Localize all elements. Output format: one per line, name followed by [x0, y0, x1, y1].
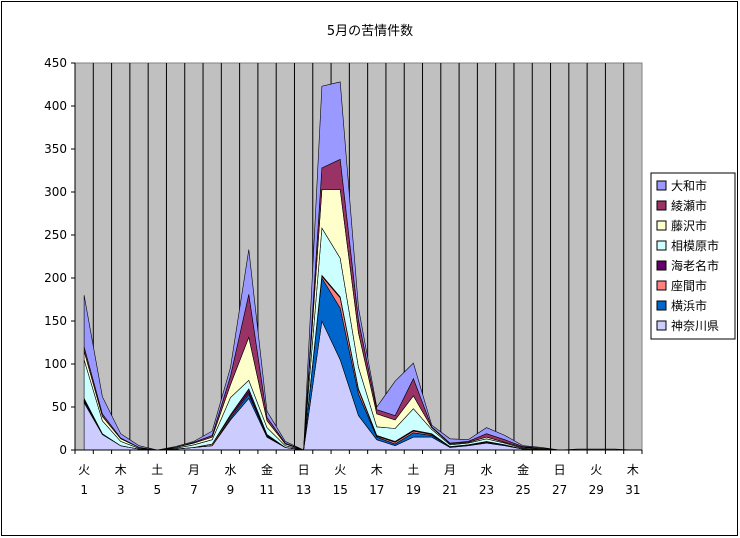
y-tick-label: 100: [44, 357, 67, 371]
legend-box: [650, 172, 736, 340]
y-axis-ticks: 0 50 100 150 200 250 300 350 400 450: [44, 56, 75, 457]
x-tick-weekday: 土: [407, 463, 419, 477]
y-tick-label: 250: [44, 228, 67, 242]
y-tick-label: 0: [59, 443, 67, 457]
x-tick-weekday: 水: [224, 463, 236, 477]
x-tick-date: 1: [80, 483, 88, 497]
legend-label: 藤沢市: [671, 218, 707, 233]
x-tick-date: 27: [552, 483, 567, 497]
legend-swatch: [656, 200, 667, 211]
x-tick-weekday: 木: [371, 463, 383, 477]
legend-label: 座間市: [671, 278, 707, 293]
legend-swatch: [656, 180, 667, 191]
x-tick-weekday: 木: [115, 463, 127, 477]
y-tick-label: 350: [44, 142, 67, 156]
x-tick-weekday: 日: [554, 463, 566, 477]
y-tick-label: 300: [44, 185, 67, 199]
x-tick-weekday: 木: [627, 463, 639, 477]
x-tick-date: 3: [117, 483, 125, 497]
x-tick-weekday: 金: [517, 462, 529, 477]
legend-swatch: [656, 220, 667, 231]
x-tick-weekday: 火: [590, 463, 602, 477]
x-tick-weekday: 日: [298, 463, 310, 477]
legend-label: 綾瀬市: [671, 198, 707, 213]
x-tick-date: 19: [406, 483, 421, 497]
y-tick-label: 200: [44, 271, 67, 285]
x-tick-date: 25: [515, 483, 530, 497]
x-tick-weekday: 土: [151, 463, 163, 477]
x-tick-date: 31: [625, 483, 640, 497]
x-tick-date: 13: [296, 483, 311, 497]
legend-swatch: [656, 320, 667, 331]
axes: [74, 63, 642, 451]
x-tick-weekday: 水: [481, 463, 493, 477]
legend-swatch: [656, 260, 667, 271]
legend-label: 横浜市: [671, 298, 707, 313]
x-tick-weekday: 火: [78, 463, 90, 477]
legend-swatch: [656, 240, 667, 251]
legend-label: 大和市: [671, 178, 707, 193]
y-tick-label: 150: [44, 314, 67, 328]
x-tick-date: 15: [333, 483, 348, 497]
legend-label: 海老名市: [671, 258, 719, 273]
x-tick-date: 9: [227, 483, 235, 497]
x-tick-date: 29: [589, 483, 604, 497]
x-tick-date: 7: [190, 483, 198, 497]
x-tick-weekday: 月: [444, 463, 456, 477]
x-tick-weekday: 金: [261, 462, 273, 477]
legend-swatch: [656, 300, 667, 311]
legend-swatch: [656, 280, 667, 291]
x-tick-weekday: 火: [334, 463, 346, 477]
y-tick-label: 50: [52, 400, 67, 414]
x-tick-date: 21: [442, 483, 457, 497]
x-tick-date: 17: [369, 483, 384, 497]
y-tick-label: 450: [44, 56, 67, 70]
x-tick-weekday: 月: [188, 463, 200, 477]
x-tick-date: 11: [259, 483, 274, 497]
y-tick-label: 400: [44, 99, 67, 113]
x-tick-date: 5: [153, 483, 161, 497]
legend-label: 神奈川県: [671, 319, 719, 333]
x-tick-date: 23: [479, 483, 494, 497]
legend-label: 相模原市: [671, 238, 719, 253]
x-axis-ticks: 火 1 木 3 土 5 月 7 水 9 金 11 日 13 火 15 木 17 土 19 月 21 水 23 金 25 日 27 火 29…: [74, 450, 643, 497]
chart-title: 5月の苦情件数: [326, 24, 414, 39]
